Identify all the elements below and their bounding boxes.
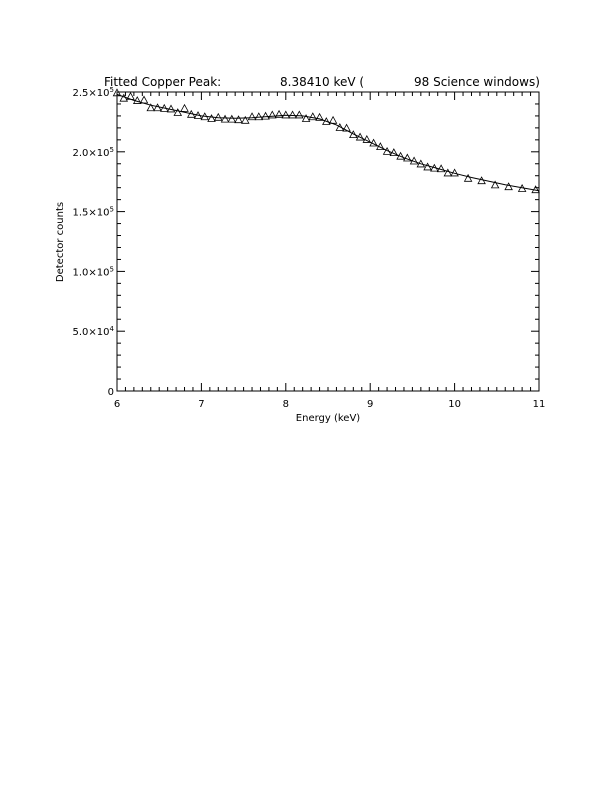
x-tick-label: 7 [198,399,204,410]
data-markers [112,88,540,194]
data-point-marker [301,114,311,122]
title-prefix: Fitted Copper Peak: [104,75,221,89]
y-tick-exponent: 5 [110,265,114,273]
data-point-marker [389,148,399,156]
data-point-marker [146,103,156,112]
data-point-marker [214,112,223,121]
x-tick-label: 11 [533,399,546,410]
chart-title: Fitted Copper Peak: 8.38410 keV ( 98 Sci… [104,75,540,89]
data-point-marker [241,115,250,124]
data-point-marker [531,185,540,194]
data-point-marker [430,163,439,172]
data-point-marker [281,110,291,119]
data-point-marker [403,153,412,162]
data-point-marker [254,112,264,121]
data-point-marker [166,104,176,113]
x-tick-label: 10 [448,399,461,410]
data-point-marker [477,176,486,185]
data-point-marker [227,114,237,123]
data-point-marker [200,112,210,121]
data-point-marker [517,184,527,192]
y-tick-exponent: 5 [110,206,114,214]
data-point-marker [132,96,142,104]
y-tick-label: 1.5×105 [73,206,114,219]
data-point-marker [396,151,405,160]
data-point-marker [382,146,392,155]
data-point-marker [207,114,216,122]
data-point-marker [504,182,513,191]
y-tick-exponent: 5 [110,86,114,94]
data-point-marker [308,112,318,121]
data-point-marker [416,159,426,168]
data-point-marker [193,111,203,119]
data-point-marker [436,164,446,173]
y-tick-mantissa: 0 [108,387,114,398]
title-energy: 8.38410 keV ( [280,75,364,89]
data-point-marker [376,142,385,151]
x-tick-label: 6 [114,399,120,410]
x-tick-label: 9 [367,399,373,410]
data-point-marker [342,123,351,132]
data-point-marker [409,156,419,165]
y-tick-mantissa: 1.5×10 [73,208,110,219]
x-axis-label: Energy (keV) [296,413,361,424]
x-tick-label: 8 [283,399,289,410]
y-tick-label: 2.5×105 [73,86,114,99]
data-point-marker [220,114,230,123]
x-tick-labels: 6 7 8 9 10 11 [114,399,546,410]
data-point-marker [173,108,183,116]
fit-curve [116,93,540,192]
y-tick-mantissa: 5.0×10 [73,327,110,338]
data-point-marker [274,109,284,118]
data-point-marker [234,115,243,124]
data-point-marker [450,168,459,177]
data-point-marker [295,110,304,119]
data-point-marker [362,135,372,143]
y-tick-exponent: 5 [110,146,114,154]
data-point-marker [247,112,257,121]
y-tick-exponent: 4 [110,325,115,333]
data-point-marker [355,132,365,141]
data-point-marker [139,95,149,104]
data-point-marker [349,130,358,139]
major-ticks [116,91,540,392]
data-point-marker [328,115,338,124]
data-point-marker [463,173,473,182]
data-point-marker [490,180,500,189]
data-point-marker [119,93,129,102]
y-tick-mantissa: 2.5×10 [73,88,110,99]
y-tick-label: 2.0×105 [73,146,114,159]
data-point-marker [112,88,122,97]
data-point-marker [443,168,453,177]
data-point-marker [288,110,297,119]
y-tick-label: 0 [108,387,114,398]
data-point-marker [423,162,432,171]
data-point-marker [126,91,135,100]
data-point-marker [186,109,196,118]
data-point-marker [369,138,378,147]
data-point-marker [268,110,277,119]
plot-frame [116,91,540,392]
data-point-marker [180,103,189,112]
y-tick-mantissa: 1.0×10 [73,267,110,278]
data-point-marker [335,123,345,131]
data-point-marker [261,111,270,120]
y-tick-mantissa: 2.0×10 [73,148,110,159]
data-point-marker [315,112,324,121]
data-point-marker [322,117,331,125]
minor-ticks [117,92,539,391]
data-point-marker [159,103,169,112]
title-windows: 98 Science windows) [414,75,540,89]
y-axis-label: Detector counts [55,202,66,282]
y-tick-label: 5.0×104 [73,325,115,338]
data-point-marker [153,103,162,112]
y-tick-label: 1.0×105 [73,265,114,278]
